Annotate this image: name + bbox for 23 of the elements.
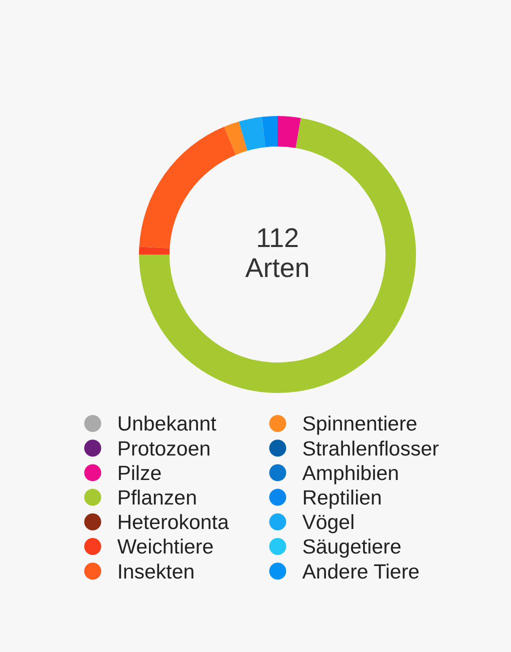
legend-label: Pilze [117, 462, 162, 485]
legend-label: Unbekannt [117, 412, 217, 436]
legend-label: Strahlenflosser [302, 437, 440, 460]
legend-label: Reptilien [302, 486, 382, 510]
donut-slice [139, 126, 236, 248]
donut-slice [139, 246, 170, 254]
legend-label: Insekten [117, 560, 195, 584]
legend-label: Protozoen [117, 437, 211, 460]
legend-label: Andere Tiere [302, 560, 420, 584]
donut-slice [238, 116, 266, 151]
donut-slice [278, 116, 301, 148]
legend-label: Spinnentiere [302, 412, 418, 436]
donut-slice [224, 122, 248, 155]
donut-slice [139, 118, 416, 393]
legend-label: Vögel [302, 511, 355, 534]
text: Arten [245, 252, 310, 283]
legend-label: Säugetiere [302, 536, 402, 559]
donut-slice [262, 116, 278, 148]
legend-label: Amphibien [302, 462, 400, 485]
legend-label: Weichtiere [117, 536, 214, 559]
text: 112 [256, 222, 300, 253]
legend-label: Heterokonta [117, 511, 230, 534]
legend-label: Pflanzen [117, 486, 197, 510]
